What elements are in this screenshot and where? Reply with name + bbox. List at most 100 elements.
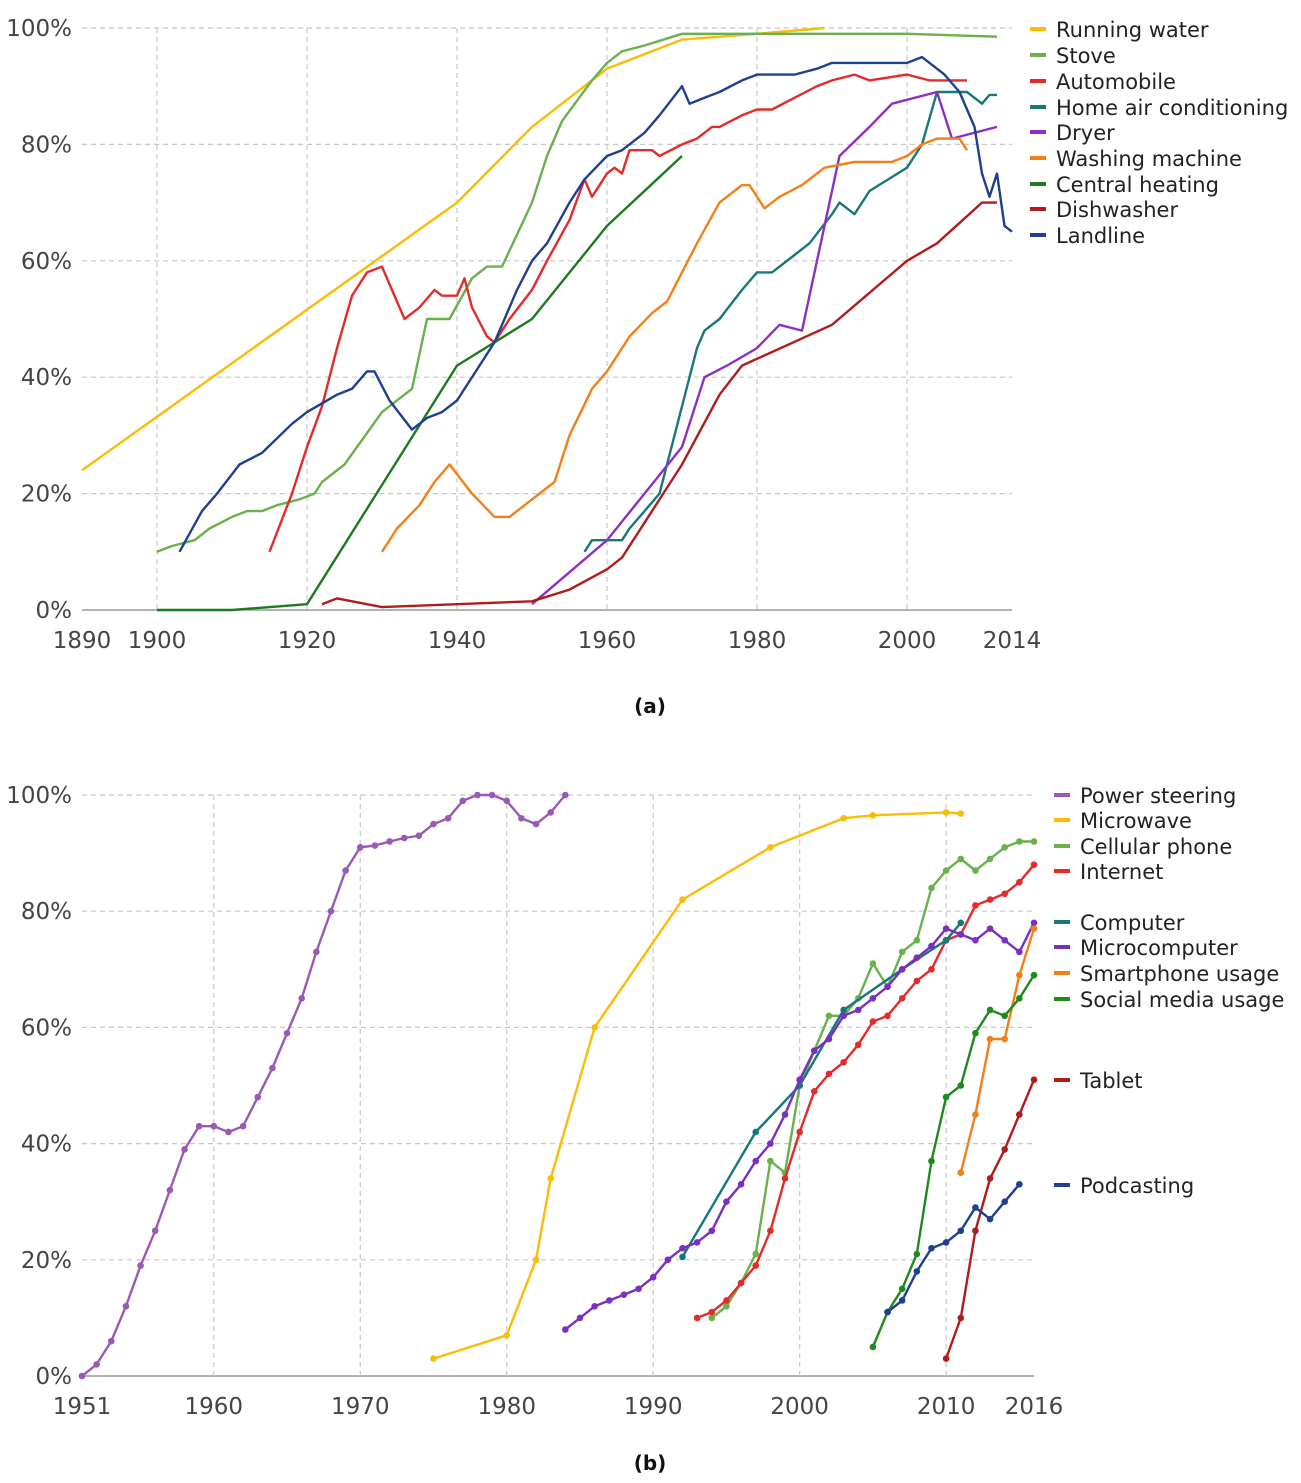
- data-point: [796, 1076, 803, 1083]
- data-point: [942, 925, 950, 932]
- data-point: [225, 1128, 232, 1136]
- data-point: [840, 1058, 847, 1066]
- legend-label: Washing machine: [1056, 147, 1242, 171]
- data-point: [825, 1035, 833, 1043]
- data-point: [1001, 1012, 1009, 1020]
- legend-label: Smartphone usage: [1080, 962, 1279, 986]
- data-point: [928, 1157, 935, 1165]
- data-point: [605, 1297, 613, 1304]
- series-line: [157, 155, 683, 612]
- data-point: [898, 966, 906, 973]
- y-tick-label: 0%: [36, 598, 73, 624]
- series-automobile: [268, 73, 967, 553]
- series-line: [321, 201, 997, 609]
- data-point: [430, 820, 437, 828]
- data-point: [957, 855, 965, 863]
- data-point: [444, 814, 452, 822]
- data-point: [869, 1018, 877, 1025]
- data-point: [972, 902, 979, 909]
- series-line: [156, 32, 998, 553]
- caption-b: (b): [633, 1451, 667, 1475]
- data-point: [576, 1314, 584, 1322]
- data-point: [972, 1029, 979, 1037]
- data-point: [1016, 971, 1023, 979]
- data-point: [811, 1047, 818, 1054]
- data-point: [708, 1227, 716, 1235]
- data-point: [913, 977, 921, 985]
- data-point: [1016, 1111, 1023, 1118]
- data-point: [269, 1064, 276, 1072]
- data-point: [1001, 1146, 1009, 1153]
- y-tick-label: 20%: [21, 482, 72, 508]
- legend-label: Dryer: [1056, 121, 1115, 145]
- data-point: [957, 919, 965, 927]
- data-point: [1016, 995, 1023, 1002]
- legend-label: Internet: [1080, 860, 1163, 884]
- data-point: [1001, 843, 1009, 851]
- data-point: [986, 896, 994, 903]
- data-point: [181, 1146, 188, 1153]
- series-line: [959, 928, 1036, 1173]
- series-washing-machine: [380, 137, 969, 553]
- x-tick-label: 2014: [983, 628, 1042, 654]
- series-line: [871, 974, 1036, 1348]
- legend-label: Central heating: [1056, 173, 1219, 197]
- data-point: [1030, 861, 1038, 869]
- x-tick-label: 2000: [770, 1394, 829, 1420]
- data-point: [957, 810, 965, 817]
- data-point: [928, 1244, 935, 1252]
- data-point: [122, 1302, 130, 1310]
- data-point: [107, 1337, 115, 1345]
- series-dryer: [531, 90, 998, 606]
- data-point: [972, 936, 979, 944]
- data-point: [913, 1268, 921, 1275]
- data-point: [781, 1111, 789, 1118]
- chart-a: 0% 20% 40% 60% 80% 100% 1890 1900 1920 1940 1960 19…: [6, 16, 1288, 654]
- y-tick-label: 40%: [21, 365, 72, 391]
- data-point: [928, 884, 935, 892]
- data-point: [811, 1088, 818, 1095]
- data-point: [1030, 971, 1038, 979]
- data-point: [591, 1024, 598, 1031]
- series-line: [81, 793, 567, 1377]
- data-point: [415, 832, 423, 839]
- data-point: [854, 1041, 862, 1049]
- x-tick-label: 1960: [185, 1394, 244, 1420]
- series-internet: [693, 861, 1038, 1322]
- data-point: [913, 936, 921, 944]
- data-point: [942, 809, 950, 816]
- data-point: [840, 814, 847, 822]
- data-point: [942, 936, 950, 944]
- data-point: [796, 1128, 803, 1136]
- x-tick-label: 1900: [128, 628, 187, 654]
- data-point: [767, 1140, 774, 1147]
- y-tick-label: 40%: [21, 1132, 72, 1158]
- data-point: [752, 1128, 760, 1136]
- data-point: [210, 1122, 218, 1130]
- data-point: [869, 960, 877, 967]
- series-central-heating: [157, 155, 683, 612]
- chart-b: 0% 20% 40% 60% 80% 100% 1951 1960 1970 1980 1990 20…: [6, 783, 1284, 1420]
- data-point: [93, 1361, 100, 1368]
- caption-a: (a): [634, 694, 666, 718]
- data-point: [356, 843, 364, 851]
- data-point: [986, 1035, 994, 1043]
- data-point: [591, 1302, 598, 1310]
- data-point: [708, 1308, 716, 1316]
- legend-label: Dishwasher: [1056, 198, 1178, 222]
- data-point: [898, 948, 906, 956]
- data-point: [1016, 948, 1023, 956]
- x-tick-label: 2000: [878, 628, 937, 654]
- series-home-air-conditioning: [583, 90, 997, 553]
- series-line: [583, 90, 997, 553]
- data-point: [957, 1227, 965, 1235]
- legend-label: Computer: [1080, 911, 1185, 935]
- legend-label: Home air conditioning: [1056, 96, 1288, 120]
- x-tick-label: 1940: [428, 628, 487, 654]
- data-point: [1030, 838, 1038, 845]
- data-point: [620, 1291, 628, 1298]
- legend-label: Social media usage: [1080, 988, 1284, 1012]
- series-line: [268, 73, 967, 553]
- data-point: [942, 1239, 950, 1246]
- data-point: [854, 1006, 862, 1014]
